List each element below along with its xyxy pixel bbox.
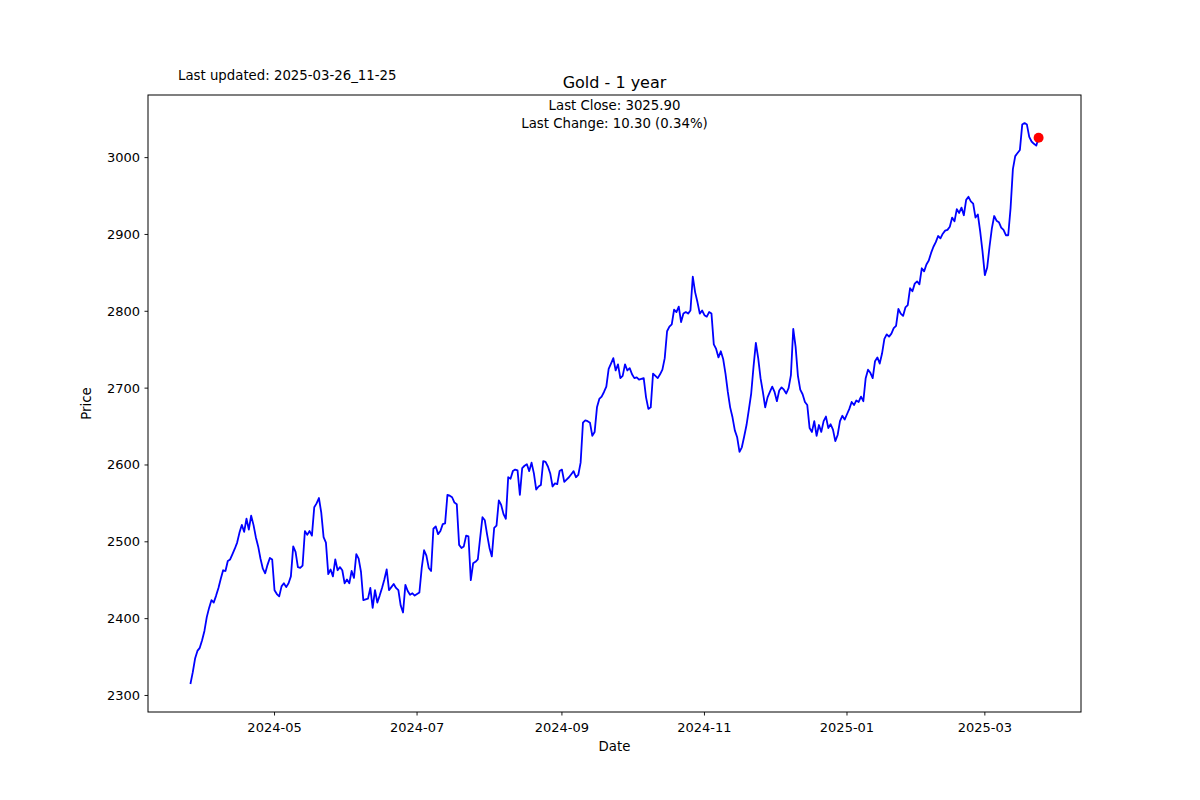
x-tick-label: 2024-05 bbox=[247, 720, 301, 735]
figure: 2300 2400 2500 2600 2700 2800 2900 3000 2024-05 2… bbox=[0, 0, 1200, 800]
last-change-annotation: Last Change: 10.30 (0.34%) bbox=[521, 116, 707, 131]
last-close-annotation: Last Close: 3025.90 bbox=[549, 98, 681, 113]
y-tick-label: 3000 bbox=[107, 150, 140, 165]
x-tick-label: 2025-03 bbox=[958, 720, 1012, 735]
x-tick-label: 2025-01 bbox=[820, 720, 874, 735]
y-tick-label: 2300 bbox=[107, 688, 140, 703]
y-tick-label: 2400 bbox=[107, 611, 140, 626]
y-tick-label: 2800 bbox=[107, 304, 140, 319]
x-tick-label: 2024-09 bbox=[535, 720, 589, 735]
plot-area: 2300 2400 2500 2600 2700 2800 2900 3000 2024-05 2… bbox=[107, 95, 1081, 735]
axes-border bbox=[148, 95, 1081, 712]
chart-title: Gold - 1 year bbox=[563, 73, 667, 92]
y-tick-label: 2700 bbox=[107, 381, 140, 396]
x-axis-label: Date bbox=[599, 739, 631, 754]
y-tick-label: 2600 bbox=[107, 457, 140, 472]
x-tick-label: 2024-11 bbox=[677, 720, 731, 735]
y-axis-label: Price bbox=[79, 387, 94, 419]
last-close-marker bbox=[1034, 133, 1044, 143]
y-tick-label: 2500 bbox=[107, 534, 140, 549]
y-tick-label: 2900 bbox=[107, 227, 140, 242]
x-tick-label: 2024-07 bbox=[390, 720, 444, 735]
price-chart: 2300 2400 2500 2600 2700 2800 2900 3000 2024-05 2… bbox=[0, 0, 1200, 800]
last-updated-text: Last updated: 2025-03-26_11-25 bbox=[178, 68, 396, 83]
price-line bbox=[190, 123, 1038, 684]
